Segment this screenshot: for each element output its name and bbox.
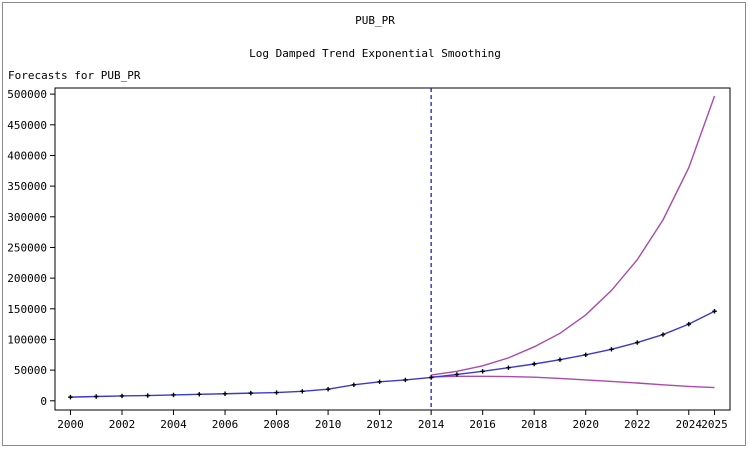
- x-tick-label: 2000: [57, 418, 84, 431]
- data-point: [119, 393, 125, 399]
- data-point: [171, 392, 176, 398]
- plot-area-border: [54, 87, 731, 411]
- data-point: [145, 393, 150, 398]
- x-tick-label: 2006: [212, 418, 239, 431]
- x-tick-label: 2024: [676, 418, 703, 431]
- data-point: [68, 394, 73, 400]
- data-point: [377, 379, 382, 384]
- y-tick-label: 250000: [7, 241, 47, 254]
- data-point: [274, 390, 279, 395]
- data-point: [660, 332, 666, 337]
- x-tick-label: 2018: [521, 418, 548, 431]
- series-line-upper: [431, 95, 716, 376]
- data-point: [583, 352, 588, 357]
- x-tick-label: 2002: [109, 418, 136, 431]
- data-point: [222, 391, 228, 396]
- chart-frame: [2, 2, 746, 446]
- data-point: [428, 375, 434, 380]
- data-point: [557, 357, 563, 362]
- data-point: [480, 369, 485, 374]
- data-point: [609, 347, 614, 352]
- y-axis-label: Forecasts for PUB_PR: [8, 69, 141, 82]
- data-point: [403, 377, 408, 383]
- series-group: [68, 95, 717, 400]
- y-tick-label: 350000: [7, 180, 47, 193]
- data-point: [248, 390, 254, 396]
- data-point: [454, 372, 460, 377]
- x-tick-label: 2025: [701, 418, 728, 431]
- y-tick-label: 500000: [7, 88, 47, 101]
- x-tick-label: 2022: [624, 418, 651, 431]
- x-tick-label: 2004: [160, 418, 187, 431]
- chart-subtitle: Log Damped Trend Exponential Smoothing: [249, 47, 501, 60]
- y-tick-label: 400000: [7, 149, 47, 162]
- data-point: [197, 392, 202, 397]
- x-tick-label: 2014: [418, 418, 445, 431]
- data-point: [531, 361, 537, 367]
- x-tick-label: 2012: [366, 418, 393, 431]
- y-tick-label: 50000: [14, 364, 47, 377]
- data-point: [351, 382, 357, 388]
- x-tick-label: 2010: [315, 418, 342, 431]
- y-tick-label: 300000: [7, 211, 47, 224]
- data-point: [94, 394, 99, 399]
- y-tick-label: 200000: [7, 272, 47, 285]
- x-tick-label: 2016: [469, 418, 496, 431]
- series-line-lower: [431, 375, 715, 389]
- series-line-forecast: [70, 310, 715, 398]
- x-tick-label: 2008: [263, 418, 290, 431]
- x-axis: 2000 2002 2004 2006 2008 2010 2012 2014 2016 2018…: [57, 410, 728, 431]
- data-point: [712, 309, 717, 314]
- y-axis: 0 50000 100000 150000 200000 250000 300000 3500…: [7, 88, 55, 408]
- data-point: [635, 340, 640, 345]
- data-point: [686, 321, 691, 327]
- data-point: [506, 365, 511, 370]
- y-tick-label: 150000: [7, 303, 47, 316]
- x-tick-label: 2020: [572, 418, 599, 431]
- y-tick-label: 0: [40, 395, 47, 408]
- data-point: [300, 389, 305, 394]
- y-tick-label: 100000: [7, 333, 47, 346]
- chart-title: PUB_PR: [355, 14, 395, 27]
- y-tick-label: 450000: [7, 119, 47, 132]
- data-point: [325, 386, 331, 392]
